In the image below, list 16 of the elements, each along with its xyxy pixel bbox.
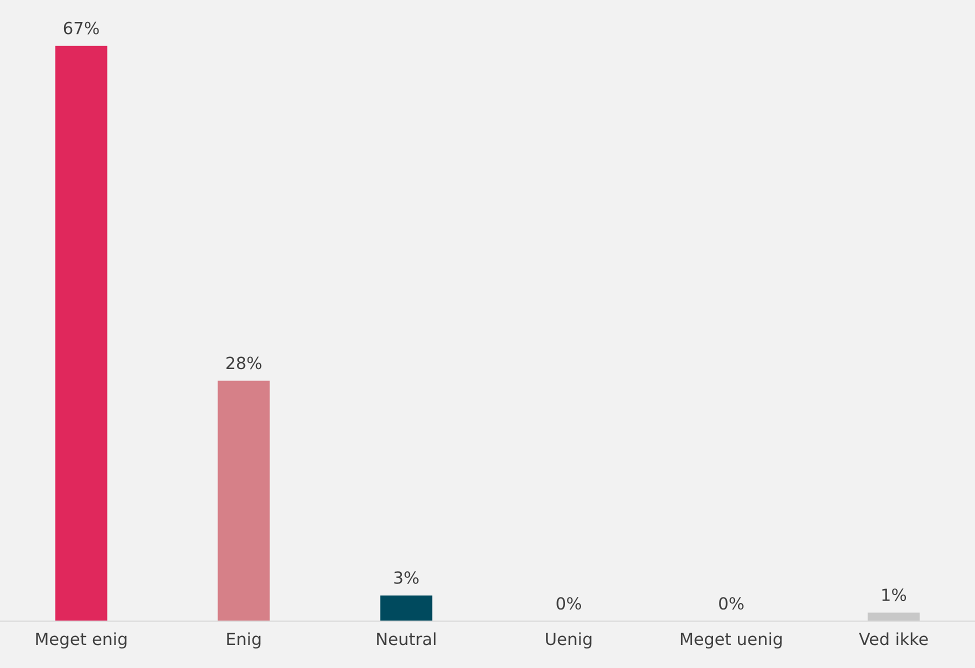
x-tick-label: Uenig <box>546 632 592 648</box>
data-label: 67% <box>64 22 99 34</box>
x-tick-label: Enig <box>227 632 260 648</box>
x-tick-label: Meget uenig <box>680 632 782 648</box>
bar <box>218 380 270 622</box>
data-label: 0% <box>719 597 744 610</box>
x-tick-label: Ved ikke <box>858 632 928 646</box>
bar <box>55 46 108 622</box>
data-label: 3% <box>394 571 419 584</box>
bar <box>868 612 920 622</box>
x-tick-label: Neutral <box>377 632 436 646</box>
data-label: 0% <box>556 597 582 610</box>
data-label: 28% <box>226 356 262 370</box>
bar <box>380 595 432 622</box>
data-label: 1% <box>882 588 906 602</box>
x-tick-label: Meget enig <box>36 632 126 648</box>
